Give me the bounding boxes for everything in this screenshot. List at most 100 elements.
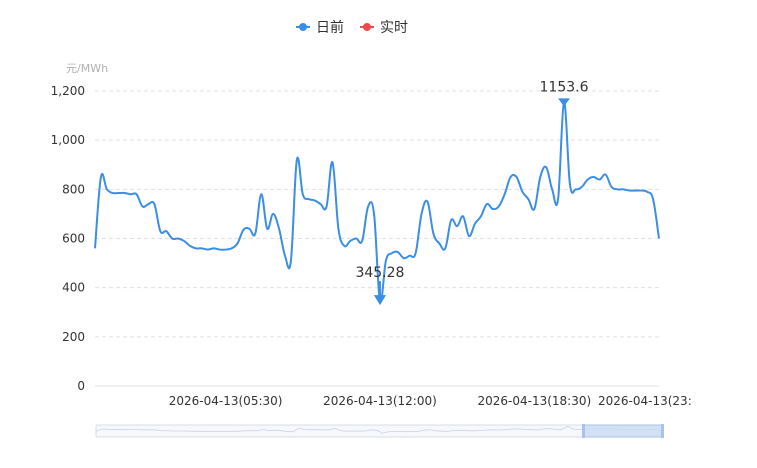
data-point xyxy=(277,227,281,231)
zoom-handle-right[interactable] xyxy=(661,424,664,438)
data-point xyxy=(348,239,352,243)
data-point xyxy=(188,244,192,248)
data-point xyxy=(146,202,150,206)
data-point xyxy=(123,191,127,195)
y-axis-unit: 元/MWh xyxy=(66,62,108,75)
data-point xyxy=(140,205,144,209)
data-point xyxy=(390,251,394,255)
data-point xyxy=(461,214,465,218)
data-point xyxy=(402,256,406,260)
data-point xyxy=(164,229,168,233)
data-point xyxy=(230,246,234,250)
y-tick-label: 400 xyxy=(62,281,85,295)
data-point xyxy=(556,197,560,201)
data-point xyxy=(265,227,269,231)
y-tick-label: 600 xyxy=(62,232,85,246)
max-marker-label: 1153.6 xyxy=(540,79,589,95)
data-point xyxy=(580,185,584,189)
data-point xyxy=(342,244,346,248)
data-zoom-slider[interactable] xyxy=(95,424,664,438)
zoom-window[interactable] xyxy=(582,424,664,438)
data-point xyxy=(497,205,501,209)
y-tick-label: 800 xyxy=(62,182,85,196)
data-point xyxy=(621,187,625,191)
data-point xyxy=(479,214,483,218)
legend-dot-icon xyxy=(299,23,307,31)
legend-item[interactable]: 实时 xyxy=(360,20,408,36)
x-tick-label: 2026-04-13(18:30) xyxy=(477,394,591,408)
data-point xyxy=(431,232,435,236)
data-point xyxy=(420,212,424,216)
data-point xyxy=(170,237,174,241)
data-point xyxy=(515,175,519,179)
data-point xyxy=(289,259,293,263)
zoom-handle-left[interactable] xyxy=(582,424,585,438)
data-point xyxy=(473,222,477,226)
legend[interactable]: 日前 实时 xyxy=(296,19,408,36)
data-point xyxy=(586,178,590,182)
data-point xyxy=(295,158,299,162)
data-point xyxy=(657,237,661,241)
legend-item[interactable]: 日前 xyxy=(296,19,344,36)
data-point xyxy=(598,178,602,182)
legend-label: 实时 xyxy=(380,20,408,36)
data-point xyxy=(408,254,412,258)
data-point xyxy=(206,248,210,252)
data-point xyxy=(218,248,222,252)
data-point xyxy=(111,191,115,195)
y-tick-label: 1,200 xyxy=(51,84,85,98)
data-point xyxy=(182,239,186,243)
data-point xyxy=(307,197,311,201)
data-point xyxy=(538,175,542,179)
y-tick-label: 200 xyxy=(62,330,85,344)
data-point xyxy=(544,165,548,169)
markers: 1153.6 345.28 xyxy=(355,79,589,306)
data-point xyxy=(354,237,358,241)
data-point xyxy=(158,229,162,233)
data-point xyxy=(235,241,239,245)
data-point xyxy=(301,192,305,196)
data-point xyxy=(503,192,507,196)
data-point xyxy=(194,246,198,250)
y-tick-label: 1,000 xyxy=(51,133,85,147)
data-point xyxy=(117,191,121,195)
data-point xyxy=(526,197,530,201)
y-axis-ticks: 0 200 400 600 800 1,000 1,200 xyxy=(51,84,85,393)
data-point xyxy=(259,192,263,196)
data-point xyxy=(651,197,655,201)
data-point xyxy=(633,189,637,193)
x-axis: 2026-04-13(05:30) 2026-04-13(12:00) 2026-0… xyxy=(169,394,692,408)
data-point xyxy=(615,187,619,191)
data-point xyxy=(372,212,376,216)
data-point xyxy=(129,192,133,196)
legend-dot-icon xyxy=(363,23,371,31)
data-point xyxy=(443,246,447,250)
data-point xyxy=(509,175,513,179)
data-point xyxy=(592,175,596,179)
x-tick-label: 2026-04-13(23: xyxy=(598,394,692,408)
data-point xyxy=(200,246,204,250)
data-point xyxy=(610,185,614,189)
data-point xyxy=(425,200,429,204)
data-point xyxy=(574,187,578,191)
data-point xyxy=(604,173,608,177)
min-marker-arrow xyxy=(373,295,386,306)
data-point xyxy=(253,232,257,236)
data-point xyxy=(212,246,216,250)
data-point xyxy=(176,237,180,241)
data-point xyxy=(271,212,275,216)
data-point xyxy=(247,227,251,231)
zoom-overview-line xyxy=(95,425,664,434)
data-point xyxy=(455,224,459,228)
data-point xyxy=(241,228,245,232)
data-point xyxy=(639,189,643,193)
x-tick-label: 2026-04-13(05:30) xyxy=(169,394,283,408)
data-point xyxy=(360,239,364,243)
data-point xyxy=(414,251,418,255)
y-tick-label: 0 xyxy=(77,379,85,393)
data-point xyxy=(645,190,649,194)
data-point xyxy=(319,202,323,206)
legend-label: 日前 xyxy=(316,19,344,36)
data-point xyxy=(550,187,554,191)
max-marker-arrow xyxy=(558,98,571,107)
